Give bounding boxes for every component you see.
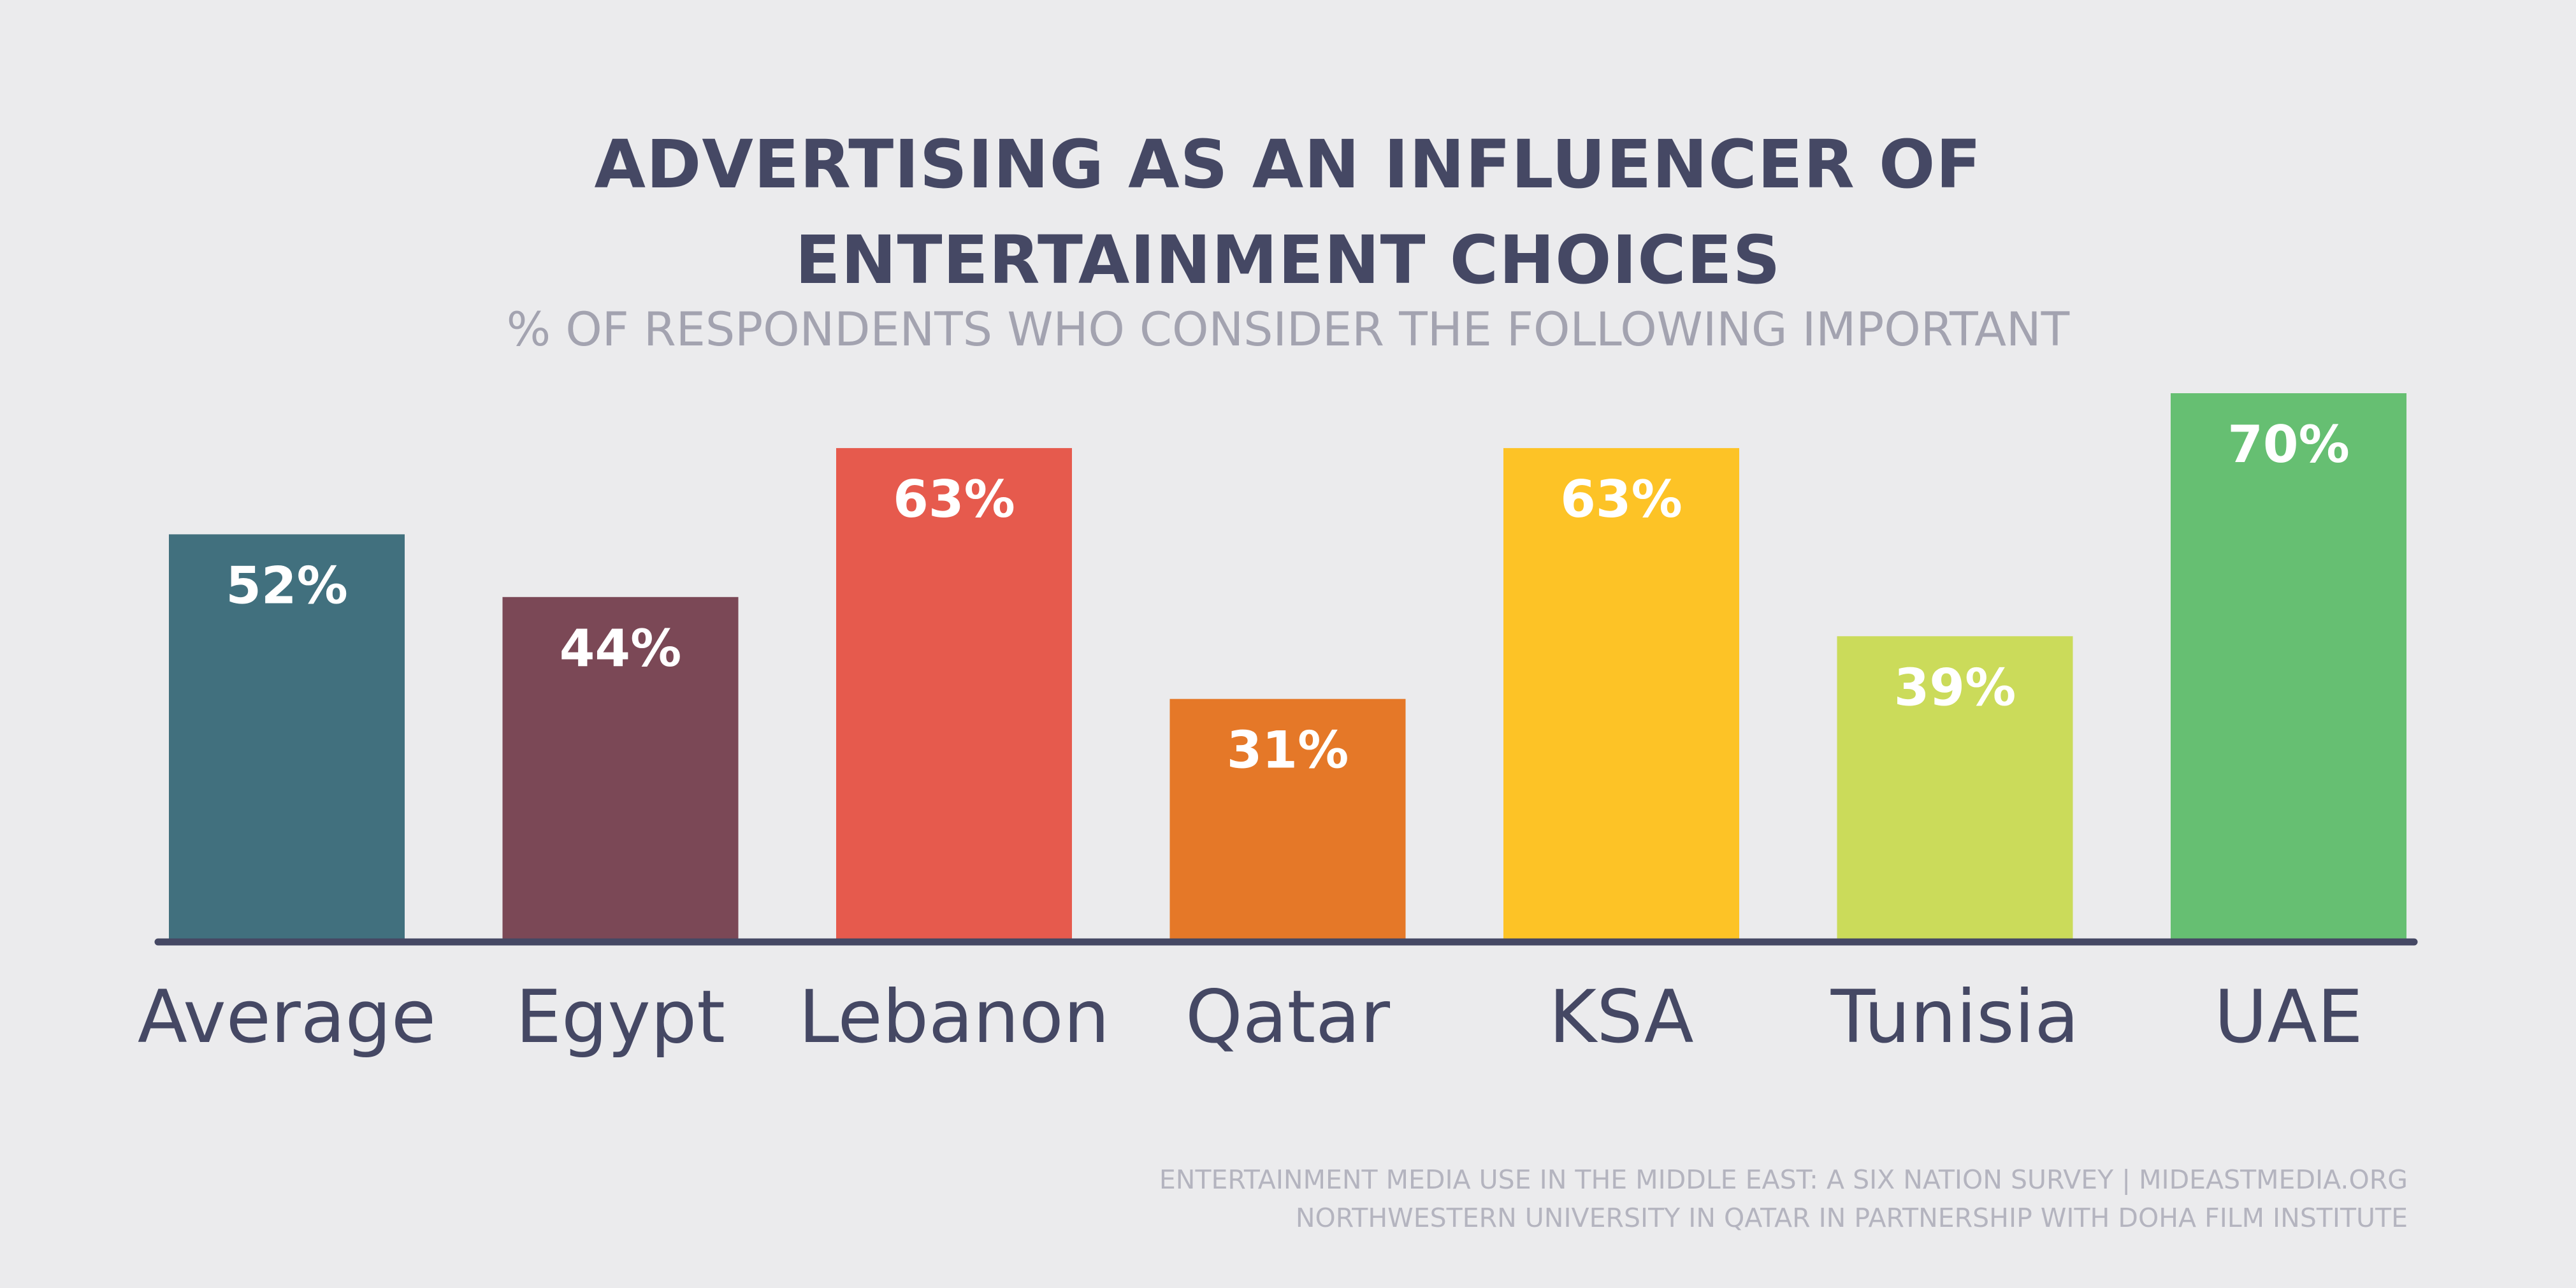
bar-average	[169, 534, 405, 942]
bar-tunisia	[1837, 636, 2073, 942]
bar-lebanon	[836, 448, 1072, 942]
category-label-lebanon: Lebanon	[799, 974, 1110, 1059]
chart-title-line1: ADVERTISING AS AN INFLUENCER OF	[594, 126, 1982, 203]
category-label-qatar: Qatar	[1185, 974, 1390, 1059]
data-label-qatar: 31%	[1227, 721, 1349, 780]
category-label-average: Average	[138, 974, 436, 1059]
category-label-tunisia: Tunisia	[1830, 974, 2079, 1059]
category-label-uae: UAE	[2214, 974, 2363, 1059]
chart-title-line2: ENTERTAINMENT CHOICES	[795, 221, 1781, 299]
data-label-uae: 70%	[2227, 415, 2349, 474]
data-label-lebanon: 63%	[893, 470, 1015, 529]
bar-ksa	[1503, 448, 1739, 942]
category-label-ksa: KSA	[1549, 974, 1693, 1059]
data-label-ksa: 63%	[1560, 470, 1682, 529]
source-note-line1: ENTERTAINMENT MEDIA USE IN THE MIDDLE EA…	[1159, 1164, 2408, 1195]
data-label-egypt: 44%	[560, 619, 681, 678]
bar-egypt	[502, 597, 739, 942]
source-note-line2: NORTHWESTERN UNIVERSITY IN QATAR IN PART…	[1295, 1203, 2408, 1233]
category-label-egypt: Egypt	[516, 974, 725, 1059]
data-label-average: 52%	[226, 556, 347, 615]
bar-qatar	[1169, 698, 1406, 942]
data-label-tunisia: 39%	[1894, 658, 2016, 717]
bar-uae	[2171, 393, 2406, 942]
chart-subtitle: % OF RESPONDENTS WHO CONSIDER THE FOLLOW…	[506, 303, 2070, 357]
